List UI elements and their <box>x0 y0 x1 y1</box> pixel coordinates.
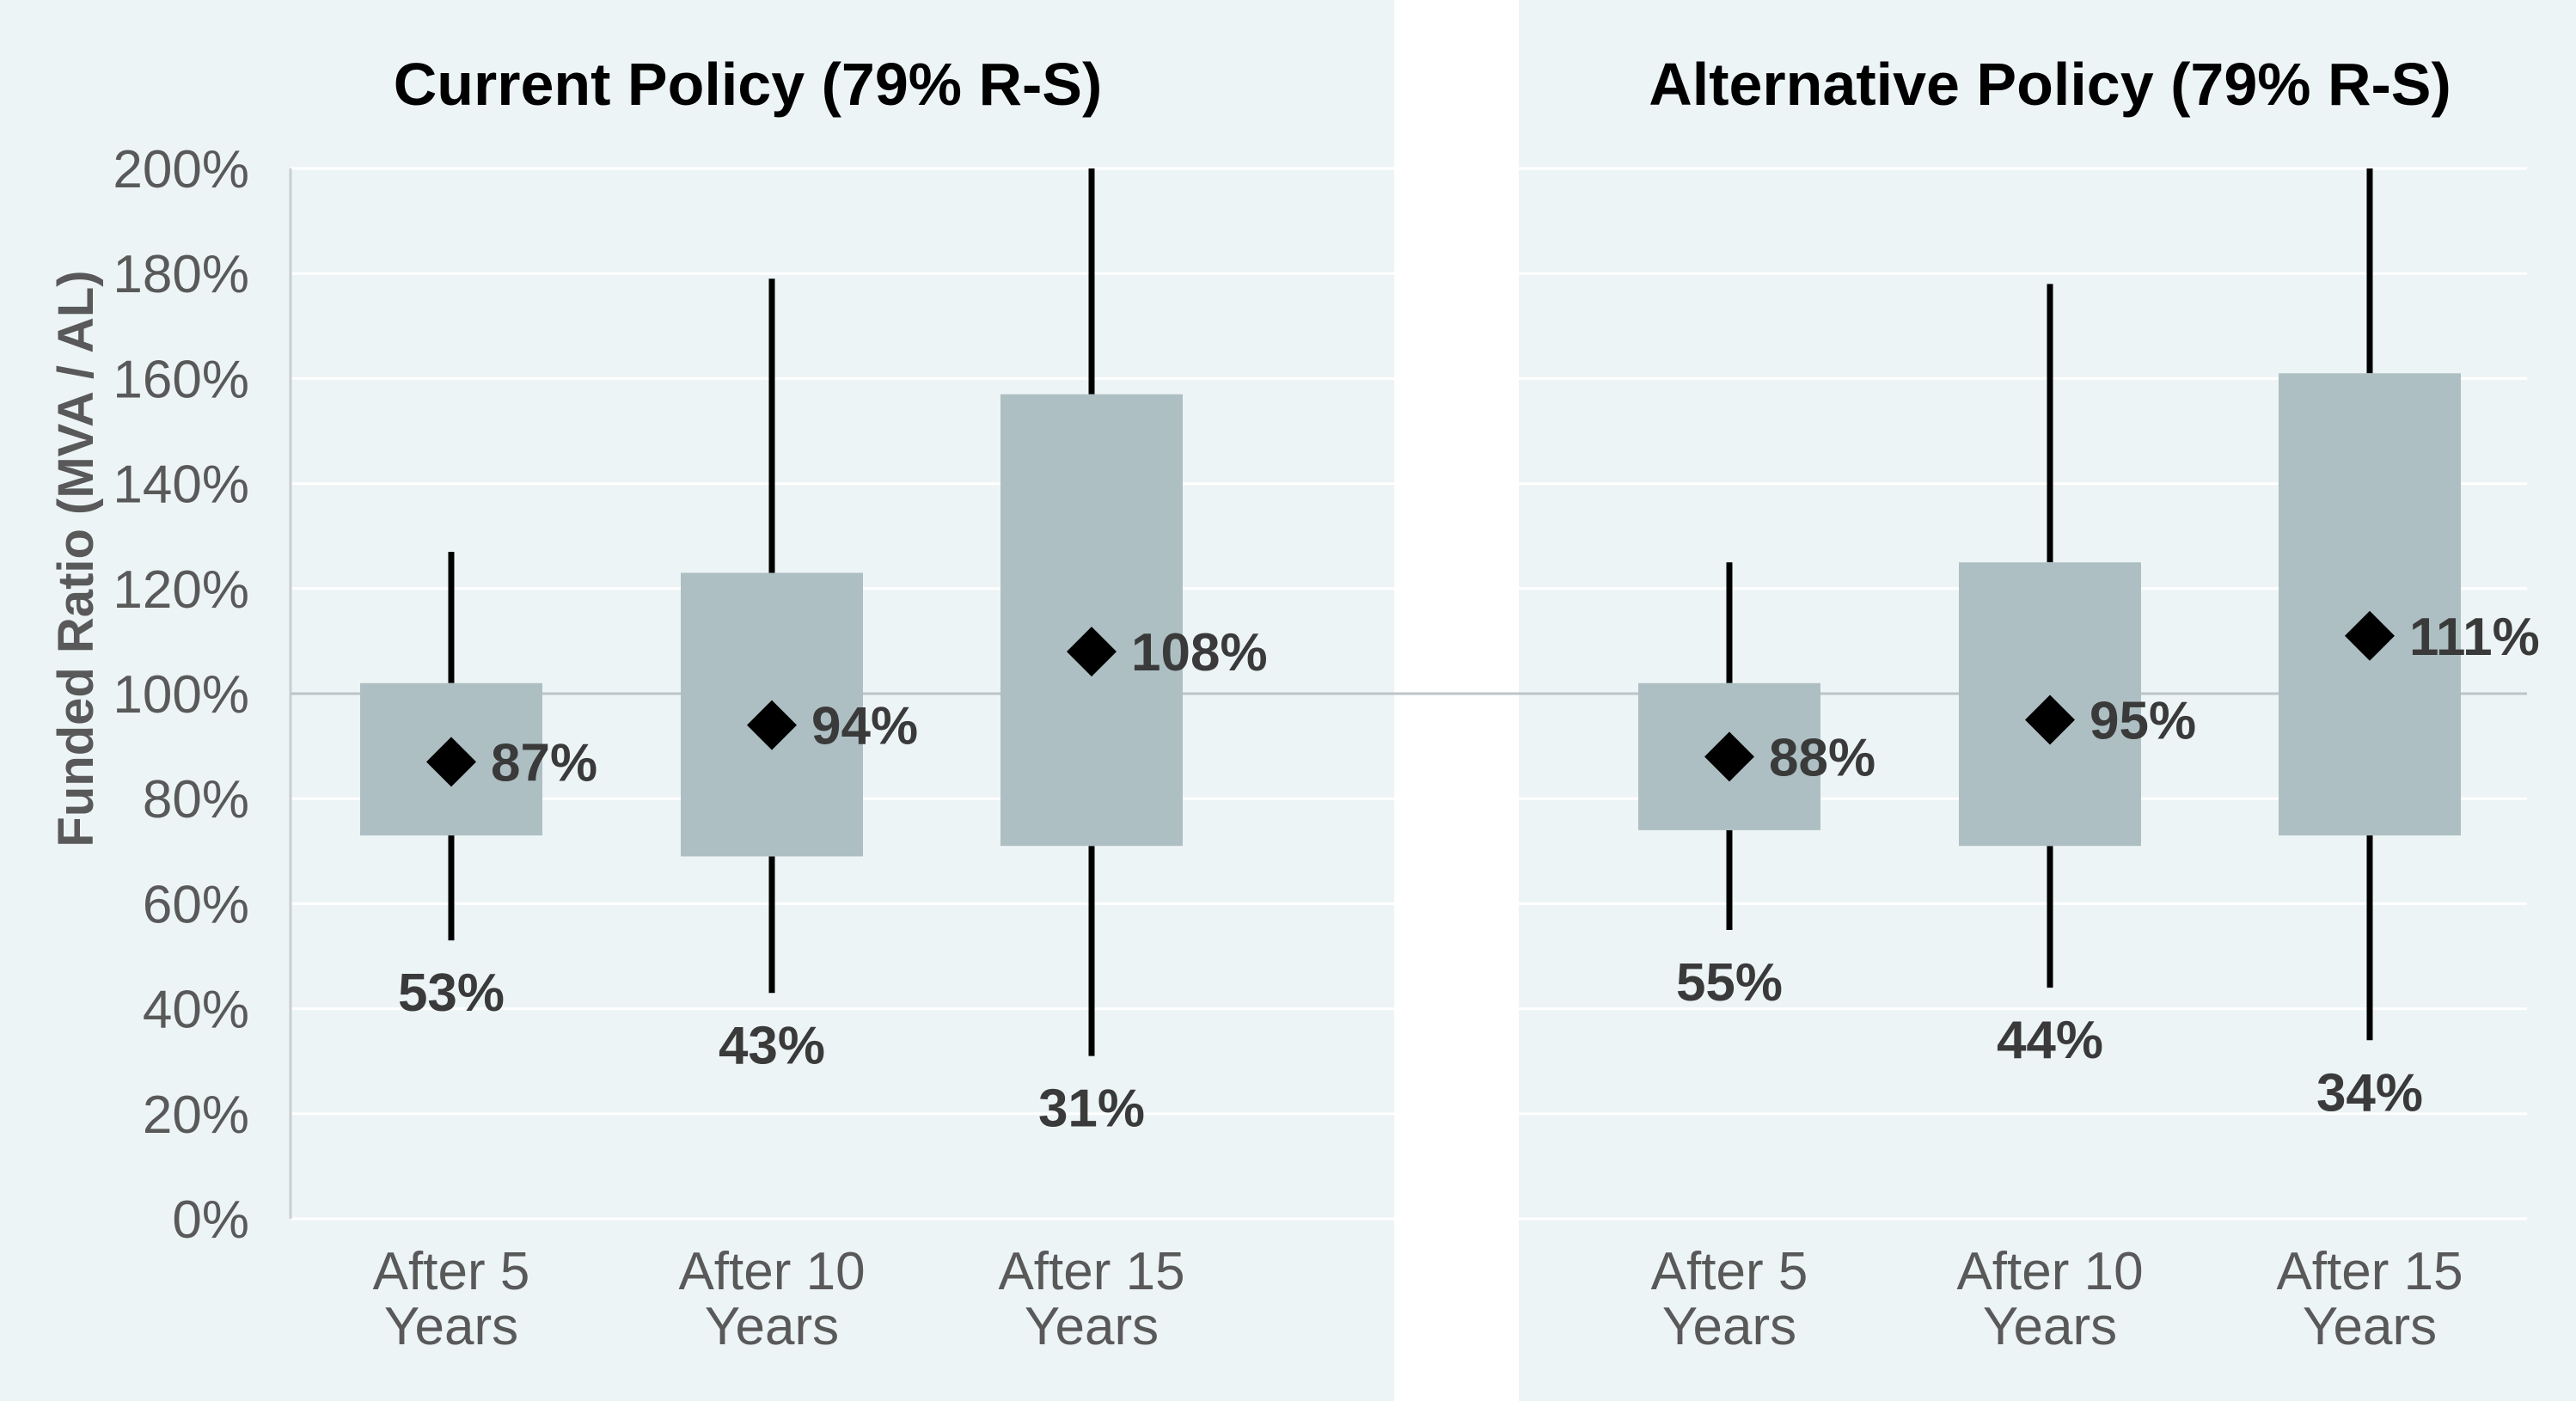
y-tick-label: 120% <box>113 560 249 620</box>
median-value-label: 88% <box>1769 728 1875 787</box>
median-diamond-marker <box>2345 610 2395 661</box>
median-diamond-marker <box>1067 627 1117 677</box>
category-label-line1: After 5 <box>373 1242 530 1301</box>
median-diamond-marker <box>747 700 797 750</box>
low-value-label: 31% <box>1038 1080 1145 1139</box>
y-tick-label: 60% <box>143 875 249 934</box>
category-label-line2: Years <box>384 1297 518 1356</box>
y-tick-label: 140% <box>113 456 249 515</box>
low-value-label: 44% <box>1997 1011 2103 1070</box>
median-value-label: 111% <box>2409 608 2540 667</box>
median-value-label: 108% <box>1131 623 1268 682</box>
low-value-label: 34% <box>2316 1063 2423 1123</box>
y-tick-label: 100% <box>113 665 249 725</box>
category-label-line2: Years <box>2303 1297 2437 1356</box>
category-label-line2: Years <box>1983 1297 2117 1356</box>
y-tick-label: 0% <box>172 1190 249 1250</box>
y-axis-label: Funded Ratio (MVA / AL) <box>48 270 104 847</box>
median-value-label: 94% <box>811 697 918 756</box>
y-tick-label: 160% <box>113 350 249 409</box>
y-tick-label: 40% <box>143 981 249 1040</box>
panel-title-current-policy: Current Policy (79% R-S) <box>394 51 1103 118</box>
category-label-line1: After 15 <box>2276 1242 2463 1301</box>
y-tick-label: 20% <box>143 1086 249 1145</box>
category-label-line1: After 10 <box>678 1242 865 1301</box>
percentile-box <box>1000 394 1183 847</box>
low-value-label: 55% <box>1676 953 1783 1013</box>
median-value-label: 87% <box>491 733 597 792</box>
category-label-line1: After 5 <box>1651 1242 1808 1301</box>
category-label-line1: After 15 <box>998 1242 1184 1301</box>
category-label-line2: Years <box>1662 1297 1796 1356</box>
low-value-label: 53% <box>398 964 505 1023</box>
category-label-line2: Years <box>705 1297 839 1356</box>
category-label-line2: Years <box>1025 1297 1159 1356</box>
y-tick-label: 200% <box>113 140 249 199</box>
panel-title-alternative-policy: Alternative Policy (79% R-S) <box>1649 51 2451 118</box>
median-diamond-marker <box>426 737 476 787</box>
median-diamond-marker <box>1704 731 1754 782</box>
category-label-line1: After 10 <box>1956 1242 2143 1301</box>
percentile-box <box>2279 373 2461 835</box>
median-diamond-marker <box>2025 694 2075 745</box>
low-value-label: 43% <box>719 1016 825 1075</box>
median-value-label: 95% <box>2090 692 2196 751</box>
y-tick-label: 80% <box>143 770 249 829</box>
y-tick-label: 180% <box>113 245 249 304</box>
